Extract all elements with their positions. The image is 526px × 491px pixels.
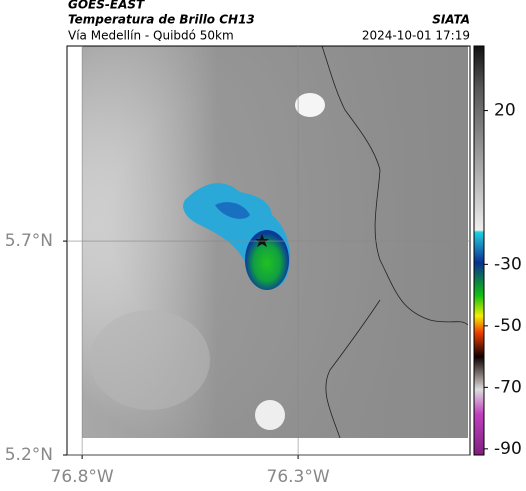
colorbar-tick-label: -70 <box>494 377 522 397</box>
x-tick-label: 76.8°W <box>51 467 114 487</box>
title: GOES-EAST <box>68 0 145 12</box>
x-tick-label: 76.3°W <box>267 467 330 487</box>
colorbar-tick-label: -50 <box>494 316 522 336</box>
y-tick-label: 5.7°N <box>5 231 53 251</box>
source: SIATA <box>432 13 470 27</box>
y-tick-label: 5.2°N <box>5 445 53 465</box>
colorbar-tick-label: -90 <box>494 439 522 459</box>
location: Vía Medellín - Quibdó 50km <box>68 29 234 43</box>
datetime: 2024-10-01 17:19 <box>362 29 470 43</box>
colorbar-tick-label: 20 <box>494 101 516 121</box>
colorbar-tick-label: -30 <box>494 254 522 274</box>
colorbar <box>473 45 485 456</box>
satellite-image <box>82 45 469 439</box>
subtitle: Temperatura de Brillo CH13 <box>68 13 255 27</box>
